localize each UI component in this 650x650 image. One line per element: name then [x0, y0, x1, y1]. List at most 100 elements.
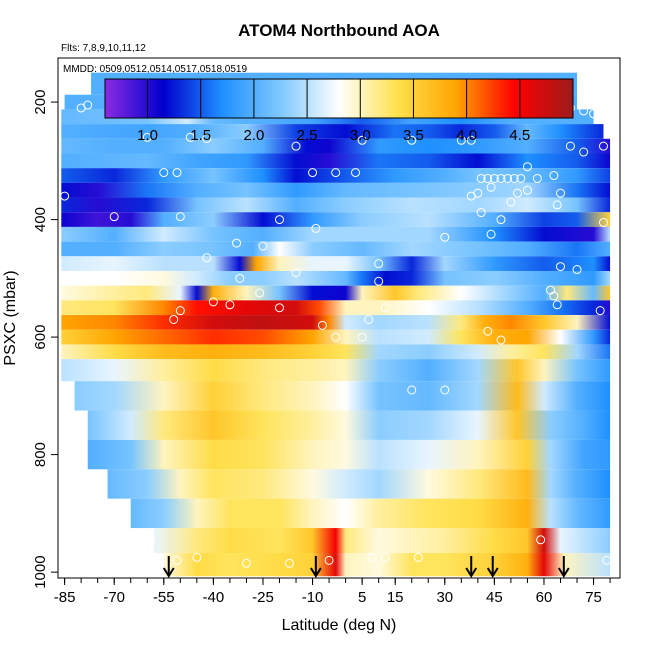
dates-annotation: MMDD: 0509,0512,0514,0517,0518,0519: [63, 64, 247, 75]
y-axis-label: PSXC (mbar): [2, 270, 19, 365]
sample-point: [291, 267, 301, 277]
heatmap-layer: [107, 469, 611, 499]
x-tick-label: 45: [486, 589, 503, 606]
heatmap-layer: [61, 138, 611, 154]
x-tick-label: -10: [302, 589, 324, 606]
sample-point: [185, 132, 195, 142]
y-tick-label: 800: [32, 442, 49, 467]
sample-point: [589, 109, 599, 119]
sample-point: [109, 212, 119, 222]
sample-point: [291, 141, 301, 151]
heatmap-layer: [61, 315, 611, 330]
sample-point: [357, 332, 367, 342]
sample-point: [317, 320, 327, 330]
sample-point: [407, 385, 417, 395]
sample-point: [202, 253, 212, 263]
x-tick-label: -40: [203, 589, 225, 606]
heatmap-layer: [153, 528, 611, 554]
sample-point: [235, 273, 245, 283]
sample-point: [549, 171, 559, 181]
sample-point: [496, 215, 506, 225]
x-tick-label: -85: [54, 589, 76, 606]
heatmap-layer: [130, 498, 611, 529]
x-axis-label: Latitude (deg N): [282, 617, 397, 634]
colorbar-tick-label: 2.5: [297, 127, 318, 144]
sample-point: [506, 197, 516, 207]
sample-point: [258, 241, 268, 251]
sample-point: [274, 215, 284, 225]
heatmap-layer: [61, 241, 611, 257]
sample-point: [351, 168, 361, 178]
sample-point: [208, 297, 218, 307]
y-tick-label: 400: [32, 207, 49, 232]
sample-point: [456, 135, 466, 145]
sample-point: [241, 558, 251, 568]
x-tick-label: -55: [153, 589, 175, 606]
sample-point: [549, 291, 559, 301]
x-tick-label: 30: [436, 589, 453, 606]
profile-arrow-head: [465, 567, 478, 578]
sample-point: [159, 168, 169, 178]
sample-point: [367, 552, 377, 562]
sample-point: [440, 385, 450, 395]
sample-point: [172, 555, 182, 565]
sample-point: [489, 173, 499, 183]
sample-point: [486, 182, 496, 192]
heatmap-layer: [61, 285, 611, 301]
sample-point: [483, 173, 493, 183]
colorbar-ticks: 1.0 1.5 2.0 2.5 3.0 3.5 4.0 4.5: [137, 79, 530, 144]
colorbar-tick-label: 1.0: [137, 127, 158, 144]
x-tick-label: 5: [358, 589, 366, 606]
heatmap-layer: [61, 212, 611, 227]
x-tick-label: 15: [387, 589, 404, 606]
sample-point: [552, 300, 562, 310]
sample-point: [60, 191, 70, 201]
sample-point: [555, 262, 565, 272]
sample-point: [175, 306, 185, 316]
sample-point: [440, 232, 450, 242]
x-tick-label: 60: [536, 589, 553, 606]
colorbar: [104, 78, 574, 119]
colorbar-tick-label: 4.0: [456, 127, 477, 144]
sample-point: [374, 259, 384, 269]
sample-point: [232, 238, 242, 248]
chart-title: ATOM4 Northbound AOA: [238, 21, 440, 40]
sample-point: [598, 141, 608, 151]
profile-arrow-head: [162, 567, 175, 578]
colorbar-tick-label: 3.5: [403, 127, 424, 144]
sample-point: [552, 200, 562, 210]
sample-point: [311, 223, 321, 233]
sample-point: [331, 168, 341, 178]
flights-annotation: Flts: 7,8,9,10,11,12: [61, 43, 146, 54]
sample-point: [509, 173, 519, 183]
sample-point: [476, 173, 486, 183]
colorbar-tick-label: 3.0: [350, 127, 371, 144]
heatmap-layer: [61, 300, 611, 316]
colorbar-tick-label: 2.0: [243, 127, 264, 144]
sample-point: [142, 132, 152, 142]
sample-point: [476, 208, 486, 218]
heatmap-layer: [61, 359, 611, 382]
heatmap-layer: [61, 256, 611, 271]
x-tick-label: -25: [252, 589, 274, 606]
x-tick-label: 75: [585, 589, 602, 606]
sample-point: [483, 326, 493, 336]
sample-point: [331, 332, 341, 342]
sample-point: [407, 135, 417, 145]
plot-frame: [57, 57, 621, 579]
sample-point: [503, 173, 513, 183]
sample-point: [380, 303, 390, 313]
sample-point: [565, 141, 575, 151]
sample-point: [175, 212, 185, 222]
heatmap-layer: [61, 344, 611, 360]
sample-point: [284, 558, 294, 568]
sample-point: [225, 300, 235, 310]
sample-point: [598, 218, 608, 228]
heatmap-layer: [61, 197, 611, 213]
heatmap-layer: [61, 270, 611, 286]
heatmap-layer: [61, 168, 611, 183]
sample-point: [192, 552, 202, 562]
sample-point: [572, 265, 582, 275]
sample-point: [555, 188, 565, 198]
